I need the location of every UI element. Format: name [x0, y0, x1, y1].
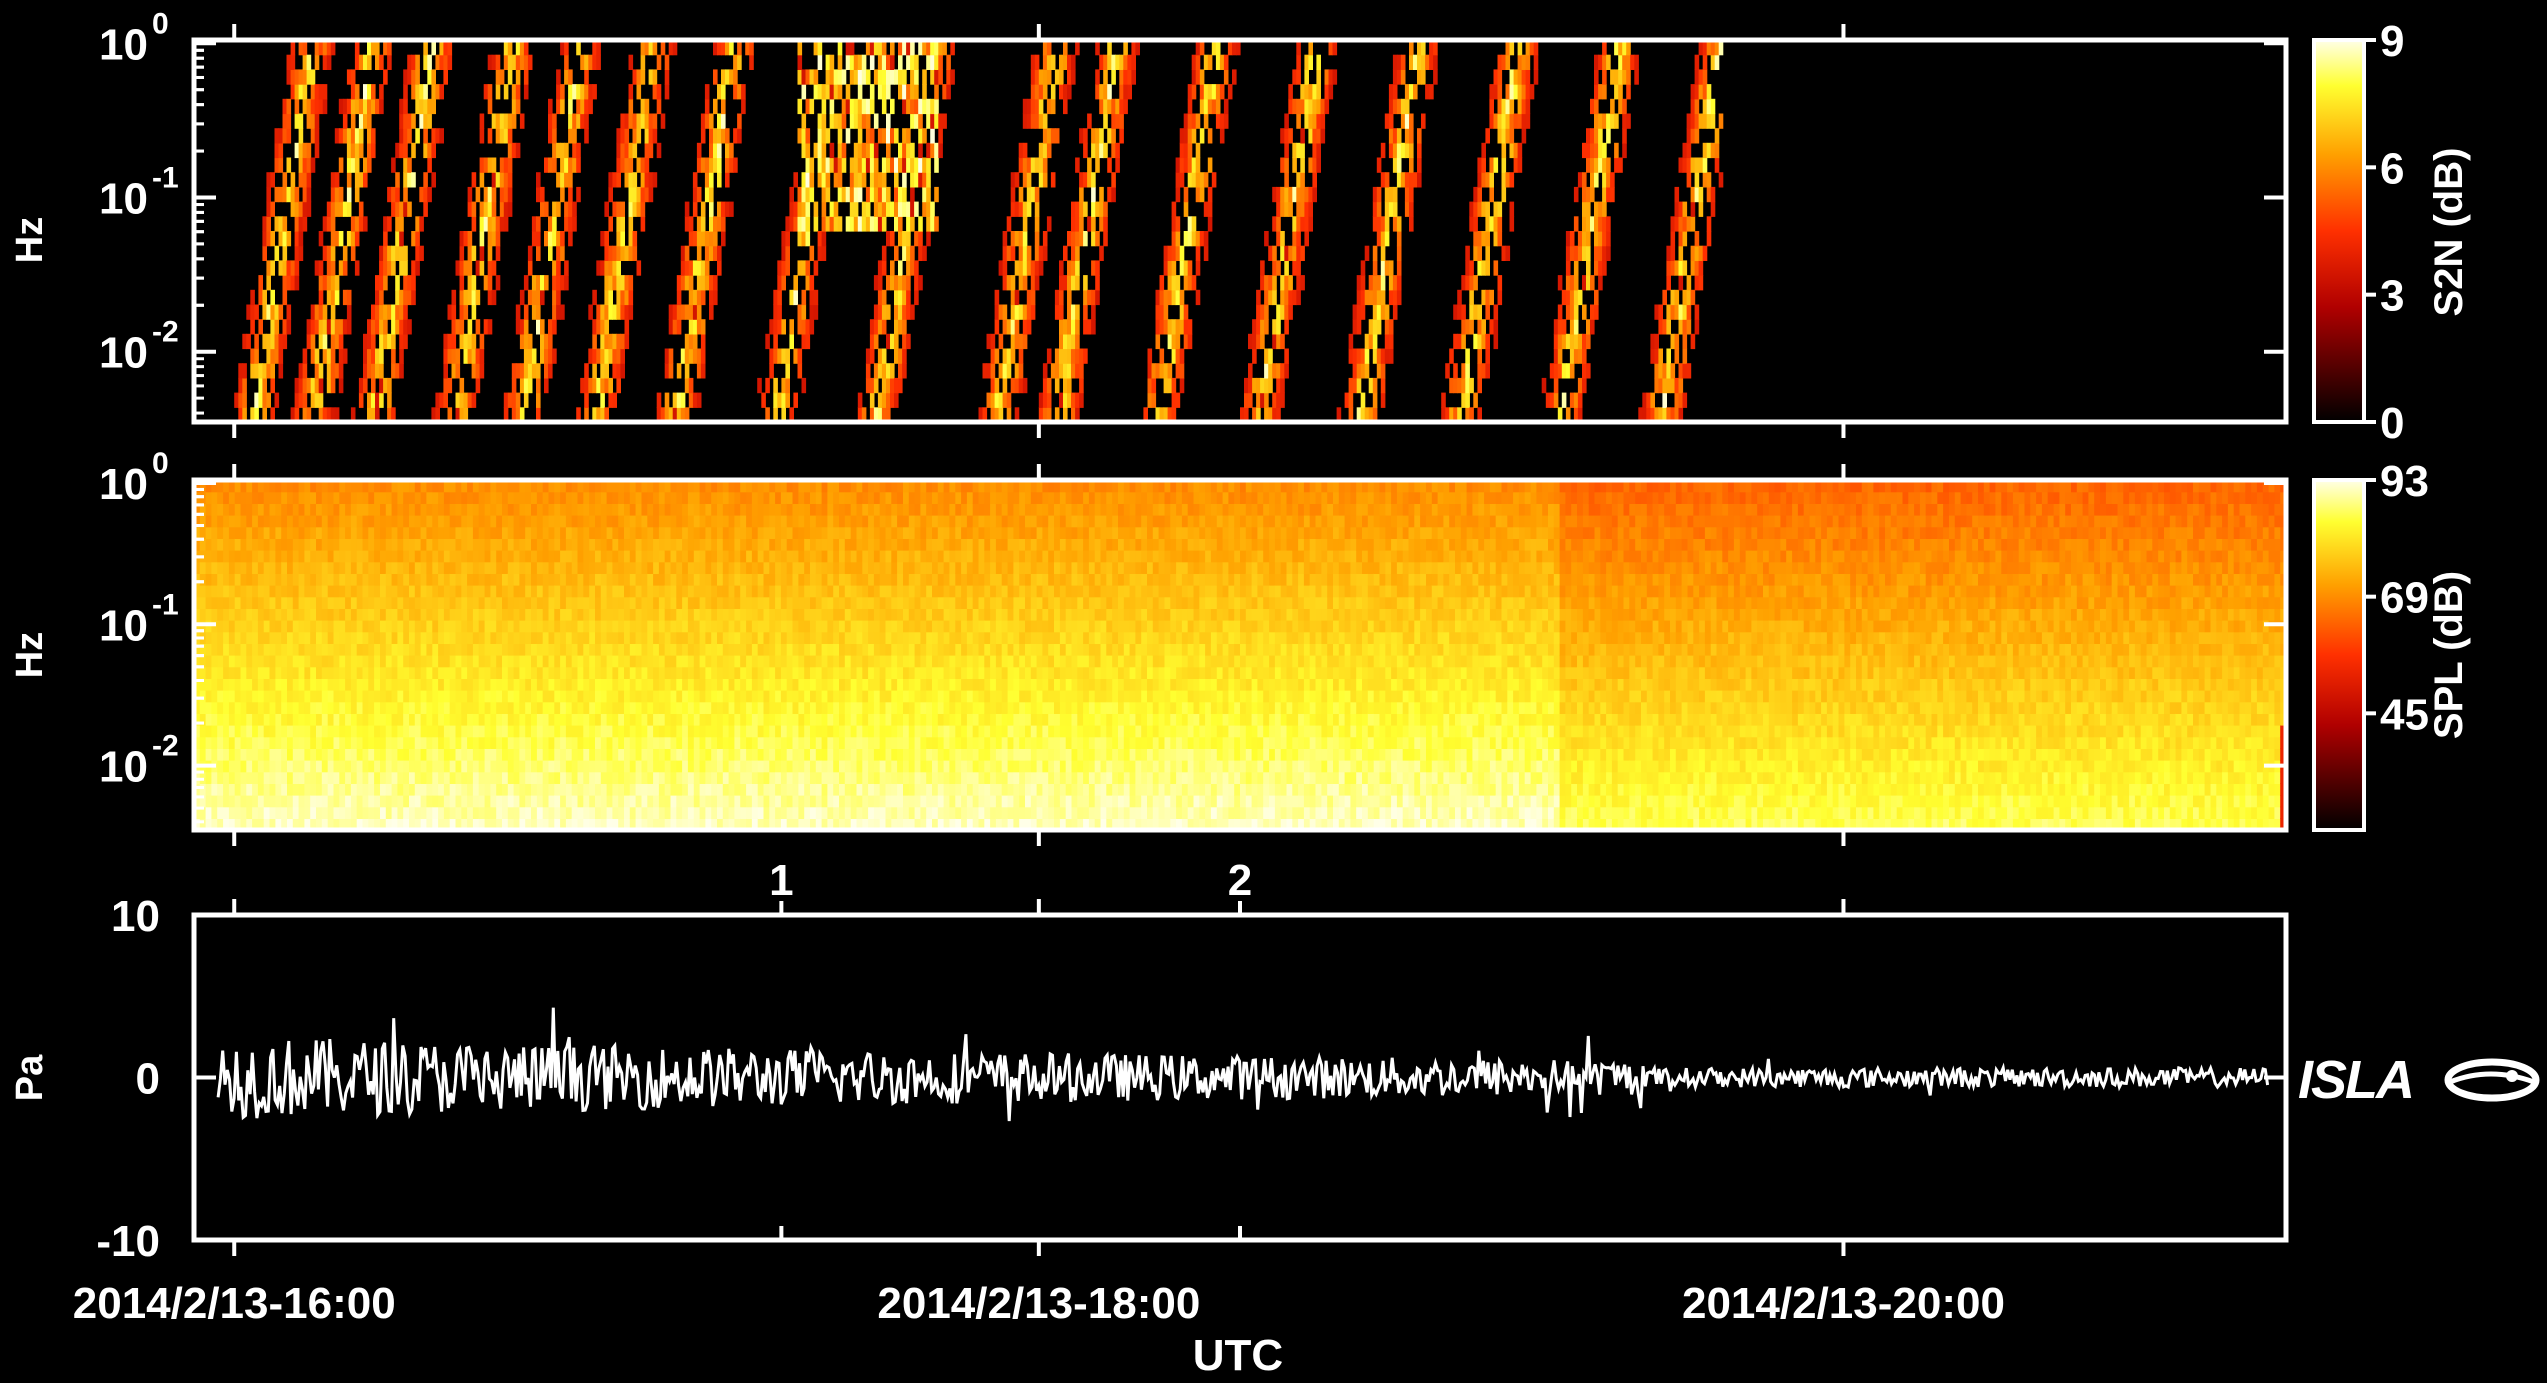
s2n-tick-label: 10 [99, 329, 148, 378]
s2n-colorbar-ticks: 9 6 3 0 [2364, 17, 2404, 448]
time-axis-ticks: 2014/2/13-16:00 2014/2/13-18:00 2014/2/13-… [73, 24, 2005, 1328]
pressure-y-axis-label: Pa [9, 1054, 51, 1101]
event-marker-label: 1 [769, 856, 793, 905]
spl-cb-tick-label: 45 [2380, 690, 2429, 739]
x-tick-label: 2014/2/13-16:00 [73, 1279, 396, 1328]
spl-colorbar-label: SPL (dB) [2427, 571, 2471, 739]
isla-logo-text: ISLA [2298, 1050, 2413, 1110]
x-tick-label: 2014/2/13-18:00 [877, 1279, 1200, 1328]
pressure-waveform [216, 1007, 2270, 1122]
s2n-cb-tick-label: 0 [2380, 399, 2404, 448]
s2n-tick-exponent: -1 [152, 161, 179, 194]
s2n-cb-tick-label: 3 [2380, 272, 2404, 321]
s2n-cb-tick-label: 6 [2380, 144, 2404, 193]
s2n-tick-label: 10 [99, 174, 148, 223]
isla-logo-mark [2444, 1058, 2540, 1102]
s2n-heatmap [194, 40, 2286, 423]
s2n-tick-label: 10 [99, 20, 148, 69]
spl-cb-tick-label: 69 [2380, 574, 2429, 623]
spl-tick-label: 10 [99, 743, 148, 792]
spl-tick-label: 10 [99, 601, 148, 650]
s2n-tick-exponent: -2 [152, 316, 179, 349]
pressure-tick-label: -10 [96, 1217, 160, 1266]
s2n-tick-exponent: 0 [152, 7, 169, 40]
pressure-tick-label: 10 [111, 892, 160, 941]
event-marker-label: 2 [1228, 856, 1252, 905]
time-axis-label: UTC [1193, 1331, 1283, 1380]
spl-tick-label: 10 [99, 460, 148, 509]
x-tick-label: 2014/2/13-20:00 [1682, 1279, 2005, 1328]
isla-logo: ISLA [2298, 1050, 2540, 1110]
spl-tick-exponent: -2 [152, 730, 179, 763]
spl-heatmap [194, 480, 2287, 831]
s2n-colorbar-label: S2N (dB) [2427, 148, 2471, 317]
spl-tick-exponent: -1 [152, 588, 179, 621]
spl-tick-exponent: 0 [152, 447, 169, 480]
pressure-tick-label: 0 [136, 1055, 160, 1104]
spl-colorbar-ticks: 93 69 45 [2364, 457, 2429, 739]
s2n-colorbar [2312, 38, 2366, 424]
spl-colorbar [2312, 478, 2366, 832]
spl-cb-tick-label: 93 [2380, 457, 2429, 506]
s2n-y-axis-label: Hz [9, 217, 51, 263]
spl-y-axis-label: Hz [9, 632, 51, 678]
pressure-y-ticks: 10 0 -10 [96, 892, 2286, 1266]
s2n-cb-tick-label: 9 [2380, 17, 2404, 66]
